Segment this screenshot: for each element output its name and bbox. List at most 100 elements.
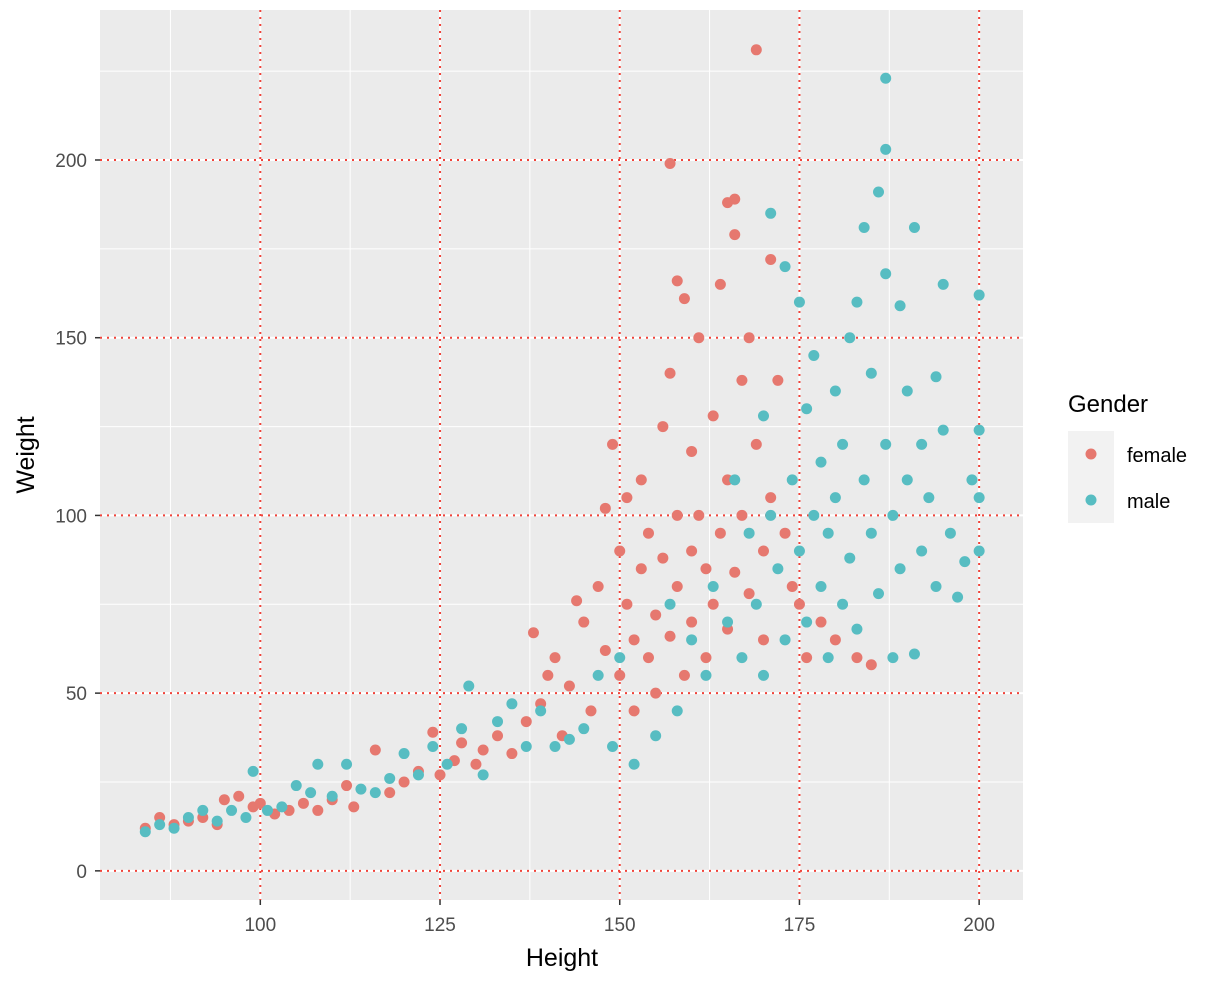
point-male [757,669,769,681]
point-female [686,616,698,628]
point-male [355,783,367,795]
point-male [197,804,209,816]
point-male [477,769,489,781]
legend-label-male: male [1127,491,1170,513]
point-female [527,627,539,639]
point-female [686,545,698,557]
point-female [671,275,683,287]
point-male [851,623,863,635]
point-female [729,229,741,241]
point-male [829,492,841,504]
point-female [765,254,777,266]
point-female [578,616,590,628]
point-male [247,765,259,777]
point-male [937,424,949,436]
point-male [312,758,324,770]
point-female [714,527,726,539]
point-male [844,332,856,344]
point-male [182,812,194,824]
point-female [743,588,755,600]
point-female [563,680,575,692]
point-female [542,669,554,681]
point-female [671,509,683,521]
point-male [837,598,849,610]
point-male [341,758,353,770]
point-female [671,581,683,593]
x-axis-label: Height [526,944,598,972]
point-female [765,492,777,504]
point-female [218,794,230,806]
y-axis: 0 50 100 150 200 [55,151,100,883]
point-male [937,278,949,290]
point-male [880,438,892,450]
point-male [801,616,813,628]
point-female [492,730,504,742]
point-female [477,744,489,756]
x-axis: 100 125 150 175 200 [244,900,995,936]
point-female [341,780,353,792]
point-male [369,787,381,799]
point-female [628,705,640,717]
point-female [786,581,798,593]
x-tick-label: 100 [244,915,276,936]
point-male [908,222,920,234]
point-male [535,705,547,717]
point-male [441,758,453,770]
point-female [657,421,669,433]
point-female [254,797,266,809]
point-male [743,527,755,539]
point-male [671,705,683,717]
x-tick-label: 150 [604,915,636,936]
points [139,44,985,838]
point-female [621,492,633,504]
x-tick-label: 200 [963,915,995,936]
point-male [427,740,439,752]
point-female [750,44,762,56]
point-male [456,723,468,735]
point-male [614,652,626,664]
point-male [168,822,180,834]
point-male [765,207,777,219]
point-male [973,492,985,504]
point-female [865,659,877,671]
point-female [297,797,309,809]
point-female [815,616,827,628]
point-female [312,804,324,816]
x-tick-label: 125 [424,915,456,936]
panel-background [100,10,1023,900]
point-male [959,556,971,568]
y-tick-label: 200 [55,151,87,172]
point-male [916,438,928,450]
point-female [520,716,532,728]
point-female [642,652,654,664]
point-female [434,769,446,781]
point-female [456,737,468,749]
point-male [412,769,424,781]
point-female [793,598,805,610]
legend-key-male [1085,494,1097,506]
point-male [973,289,985,301]
point-female [714,278,726,290]
point-male [139,826,151,838]
point-male [822,652,834,664]
point-male [973,545,985,557]
point-male [154,819,166,831]
point-female [750,438,762,450]
point-male [326,790,338,802]
point-male [966,474,978,486]
point-female [233,790,245,802]
x-tick-label: 175 [784,915,816,936]
point-male [261,804,273,816]
point-male [822,527,834,539]
point-female [779,527,791,539]
point-male [226,804,238,816]
legend-title: Gender [1068,391,1148,418]
point-male [779,261,791,273]
point-male [858,222,870,234]
point-male [808,509,820,521]
point-female [398,776,410,788]
point-male [894,563,906,575]
point-female [571,595,583,607]
point-male [549,740,561,752]
point-male [801,403,813,415]
